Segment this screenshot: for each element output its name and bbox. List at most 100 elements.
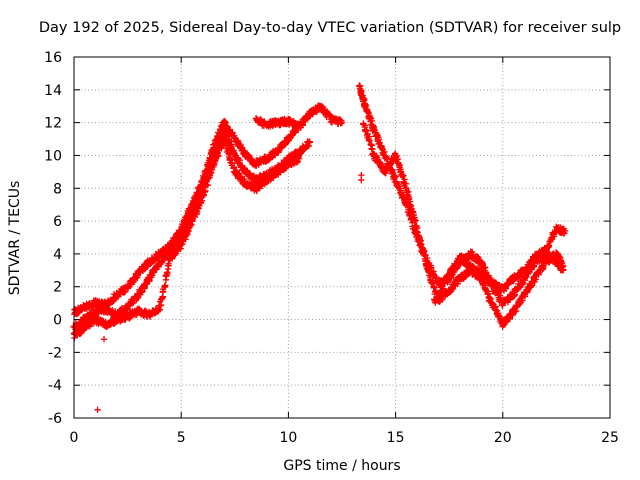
- data-point: [228, 159, 236, 167]
- data-point: [157, 301, 165, 309]
- x-tick-label: 5: [177, 430, 186, 446]
- data-point: [420, 250, 427, 258]
- data-point: [497, 288, 505, 295]
- data-point: [338, 119, 346, 126]
- y-tick-label: 14: [44, 83, 62, 99]
- data-point: [306, 139, 314, 146]
- series-outliers: [94, 171, 365, 413]
- series-track-lower: [71, 134, 303, 342]
- y-tick-labels: -6 -4 -2 0 2 4 6 8 10 12 14 16: [44, 50, 62, 427]
- data-point: [397, 165, 404, 173]
- data-point: [132, 270, 140, 277]
- data-point: [162, 271, 170, 279]
- data-point: [492, 306, 499, 313]
- data-point: [561, 227, 569, 235]
- data-point: [159, 288, 167, 296]
- x-tick-labels: 0 5 10 15 20 25: [70, 430, 619, 446]
- axis-ticks: [73, 56, 611, 419]
- data-point: [459, 255, 466, 262]
- data-point: [383, 154, 390, 162]
- y-tick-label: 10: [44, 148, 62, 164]
- data-point: [125, 283, 132, 290]
- data-point: [392, 173, 399, 180]
- y-tick-label: -2: [48, 345, 62, 361]
- y-axis-label: SDTVAR / TECUs: [7, 181, 23, 296]
- data-point: [495, 312, 503, 320]
- data-point: [214, 151, 222, 159]
- y-tick-label: 2: [53, 280, 62, 296]
- data-point: [400, 172, 407, 179]
- x-axis-label: GPS time / hours: [283, 458, 400, 474]
- data-point: [405, 194, 413, 202]
- data-point: [236, 159, 243, 166]
- data-point: [412, 217, 419, 224]
- data-point: [511, 292, 518, 299]
- data-point: [429, 279, 436, 287]
- chart-title: Day 192 of 2025, Sidereal Day-to-day VTE…: [39, 20, 621, 36]
- x-tick-label: 25: [601, 430, 619, 446]
- data-point: [369, 145, 376, 153]
- y-tick-label: -4: [48, 378, 62, 394]
- y-tick-label: 8: [53, 181, 62, 197]
- data-point: [295, 155, 303, 162]
- data-point: [389, 169, 396, 176]
- data-point: [559, 262, 567, 269]
- data-point: [381, 148, 388, 156]
- x-tick-label: 0: [70, 430, 79, 446]
- y-tick-label: 6: [53, 214, 62, 230]
- data-point: [241, 175, 248, 183]
- data-point: [282, 165, 289, 172]
- data-point: [523, 273, 530, 280]
- x-tick-label: 20: [494, 430, 512, 446]
- data-point: [417, 237, 424, 245]
- data-point: [187, 221, 195, 228]
- data-point: [100, 336, 108, 343]
- y-tick-label: 0: [53, 313, 62, 329]
- series-track-descent-c: [430, 223, 569, 306]
- data-point: [427, 273, 434, 281]
- x-tick-label: 10: [279, 430, 297, 446]
- series-track-plateau: [252, 115, 303, 132]
- data-point: [198, 197, 205, 204]
- data-point: [201, 188, 208, 195]
- data-point: [430, 284, 438, 291]
- data-point: [205, 174, 212, 182]
- data-point: [295, 122, 303, 130]
- data-point: [448, 268, 456, 275]
- data-point: [228, 143, 235, 151]
- plot-frame: [73, 56, 611, 419]
- data-point: [165, 262, 172, 269]
- data-point: [475, 254, 482, 261]
- y-tick-label: 4: [53, 247, 62, 263]
- series-track-upper: [70, 102, 346, 318]
- series-track-descent-b: [360, 120, 567, 330]
- grid: [74, 57, 610, 418]
- data-point: [208, 166, 216, 174]
- x-tick-label: 15: [387, 430, 405, 446]
- data-point: [545, 242, 553, 249]
- y-tick-label: 12: [44, 116, 62, 132]
- data-point: [204, 181, 211, 189]
- data-point: [436, 288, 444, 296]
- data-point: [511, 291, 519, 298]
- data-point: [421, 252, 428, 259]
- data-point: [162, 282, 169, 289]
- data-point: [502, 319, 509, 326]
- data-point: [402, 184, 409, 192]
- data-point: [439, 285, 446, 292]
- y-tick-label: -6: [48, 411, 62, 427]
- data-point: [358, 171, 365, 179]
- y-tick-label: 16: [44, 50, 62, 66]
- data-point: [535, 271, 542, 278]
- data-point: [414, 229, 421, 236]
- data-point: [230, 164, 238, 172]
- data-point: [426, 269, 433, 276]
- data-point: [94, 406, 101, 413]
- data-points: [70, 82, 569, 413]
- data-point: [164, 270, 171, 278]
- data-point: [87, 320, 95, 328]
- data-point: [418, 244, 426, 252]
- data-point: [366, 137, 373, 144]
- data-point: [407, 202, 414, 209]
